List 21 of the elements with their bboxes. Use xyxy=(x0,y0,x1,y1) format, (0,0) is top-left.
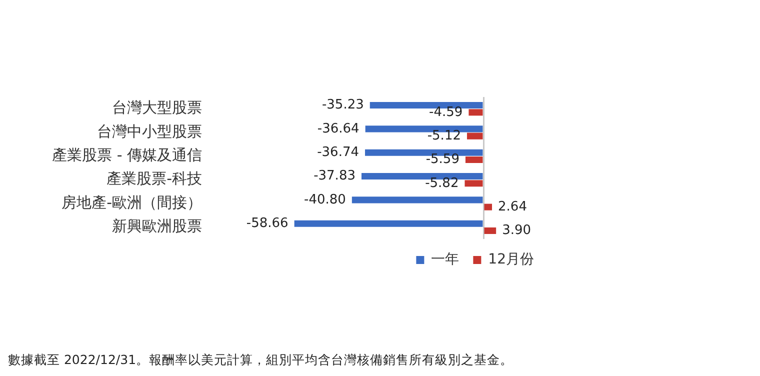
y-tick-label: 產業股票-科技 xyxy=(106,170,202,188)
data-label: -5.82 xyxy=(425,176,459,191)
y-tick-label: 新興歐洲股票 xyxy=(112,217,202,236)
data-label: -40.80 xyxy=(304,192,346,208)
y-tick-label: 產業股票 - 傳媒及通信 xyxy=(52,146,202,164)
data-label: -36.74 xyxy=(317,144,360,160)
y-tick-label: 台灣中小型股票 xyxy=(97,122,202,140)
data-label: -36.64 xyxy=(317,121,360,136)
y-tick-label: 台灣大型股票 xyxy=(112,98,202,117)
legend-label: 12月份 xyxy=(488,252,534,268)
legend-label: 一年 xyxy=(431,252,460,268)
data-label: -5.12 xyxy=(427,128,461,144)
data-label: -5.59 xyxy=(426,152,460,168)
data-label: 3.90 xyxy=(502,223,532,238)
y-tick-label: 房地產-歐洲（間接） xyxy=(62,193,202,212)
data-label: -58.66 xyxy=(246,216,288,231)
text: 數據截至 2022/12/31。報酬率以美元計算，組別平均含台灣核備銷售所有級別之基金。 xyxy=(8,352,514,369)
data-label: -4.59 xyxy=(429,104,463,120)
data-label: -35.23 xyxy=(322,98,364,113)
data-label: -37.83 xyxy=(314,168,356,184)
data-label: 2.64 xyxy=(498,199,527,214)
